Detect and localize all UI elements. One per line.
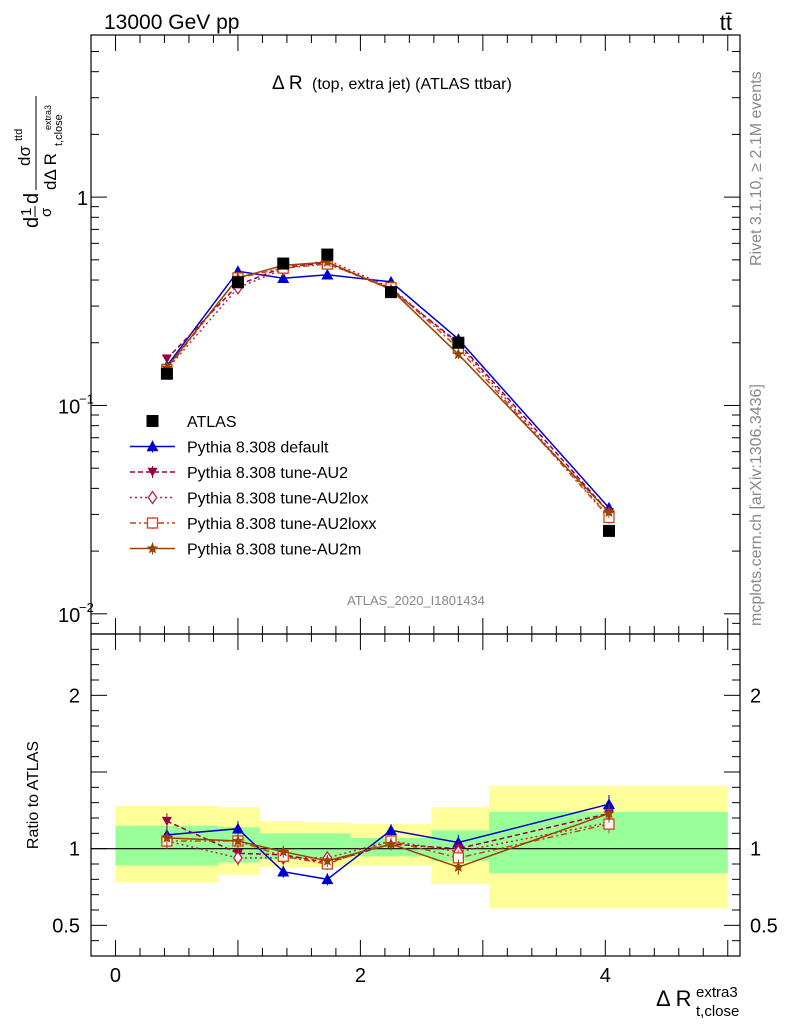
ratio-ytick-label-left: 1 [69, 839, 80, 861]
top-ytick-label: 1 [77, 188, 88, 210]
svg-text:extra3: extra3 [696, 984, 738, 1001]
svg-text:t,close: t,close [53, 114, 65, 146]
legend-entry: Pythia 8.308 default [187, 440, 329, 457]
legend-marker [146, 415, 159, 427]
top-series [160, 248, 615, 537]
xtick-label: 2 [355, 965, 366, 987]
legend-marker [147, 490, 158, 505]
legend-marker [146, 542, 159, 554]
series-point-4 [603, 506, 615, 517]
top-ytick-exponent: −1 [79, 391, 94, 406]
ratio-ytick-label-left: 2 [69, 685, 80, 707]
energy-label: 13000 GeV pp [104, 11, 239, 34]
ratio-point-4 [321, 854, 333, 866]
ratio-point-0 [602, 798, 615, 809]
ratio-point-0 [231, 822, 244, 834]
series-point-4 [321, 256, 333, 267]
analysis-watermark: ATLAS_2020_I1801434 [347, 593, 485, 608]
ratio-point-4 [232, 835, 244, 846]
svg-text:(top, extra jet) (ATLAS ttbar): (top, extra jet) (ATLAS ttbar) [312, 76, 512, 93]
data-point [602, 524, 615, 537]
xtick-label: 0 [110, 965, 121, 987]
svg-text:1: 1 [18, 208, 35, 216]
svg-text:Δ R: Δ R [656, 986, 691, 1011]
series-point-0 [277, 272, 290, 284]
ratio-point-0 [277, 865, 290, 877]
legend-entry: Pythia 8.308 tune-AU2loxx [187, 516, 376, 533]
svg-text:extra3: extra3 [43, 105, 53, 130]
ratio-ytick-label-right: 1 [750, 839, 761, 861]
data-point [452, 336, 465, 349]
svg-text:d: d [21, 217, 43, 228]
svg-text:d: d [21, 193, 43, 204]
legend-entry: Pythia 8.308 tune-AU2m [187, 542, 361, 559]
svg-text:t,close: t,close [696, 1003, 739, 1020]
top-ytick-label: 10 [58, 396, 80, 418]
ratio-point-2 [232, 850, 243, 866]
legend-marker [147, 467, 158, 477]
ratio-point-4 [161, 831, 173, 843]
data-point [160, 367, 173, 380]
legend-entry: Pythia 8.308 tune-AU2 [187, 465, 348, 482]
mcplots-label: mcplots.cern.ch [arXiv:1306.3436] [748, 384, 765, 626]
axes: 110−110−22 21 10.5 0.50 2 4 [52, 34, 778, 987]
svg-text:Δ R: Δ R [272, 73, 303, 94]
x-axis-label: Δ R extra3 t,close [656, 984, 739, 1020]
svg-text:σ: σ [38, 207, 55, 217]
top-ytick-label: 10 [58, 605, 80, 627]
ratio-ytick-label-right: 2 [750, 685, 761, 707]
top-ytick-exponent: −2 [79, 600, 94, 615]
ratio-point-4 [277, 845, 289, 857]
process-label: tt̄ [720, 10, 732, 35]
ratio-ytick-label-left: 0.5 [52, 915, 80, 937]
ratio-ylabel: Ratio to ATLAS [25, 741, 42, 849]
svg-text:dΔ R: dΔ R [41, 153, 60, 190]
series-point-1 [161, 354, 173, 364]
data-point [231, 276, 244, 289]
data-point [385, 286, 398, 299]
plot-title: Δ R (top, extra jet) (ATLAS ttbar) [272, 73, 512, 94]
legend: ATLAS Pythia 8.308 default Pythia 8.308 tu… [130, 414, 376, 559]
ratio-frame [90, 633, 741, 957]
svg-text:ttd: ttd [13, 129, 25, 141]
ratio-point-0 [321, 873, 334, 885]
ratio-point-0 [385, 824, 398, 836]
ratio-point-1 [161, 816, 173, 826]
data-point [321, 248, 334, 261]
series-point-4 [452, 348, 465, 360]
ratio-point-4 [385, 838, 397, 849]
ratio-point-4 [452, 861, 465, 872]
ratio-point-4 [603, 807, 615, 819]
top-ylabel: d 1 σ d dσ ttd dΔ R t,close extra3 [13, 96, 65, 228]
legend-entry: ATLAS [187, 414, 237, 431]
ratio-ytick-label-right: 0.5 [750, 915, 778, 937]
legend-marker [146, 440, 159, 452]
series-point-0 [321, 268, 334, 280]
xtick-label: 4 [600, 965, 611, 987]
legend-entry: Pythia 8.308 tune-AU2lox [187, 491, 368, 508]
ratio-series [160, 795, 615, 886]
legend-marker [146, 517, 159, 529]
svg-text:dσ: dσ [15, 146, 34, 166]
rivet-label: Rivet 3.1.10, ≥ 2.1M events [748, 71, 765, 266]
data-point [277, 257, 290, 270]
